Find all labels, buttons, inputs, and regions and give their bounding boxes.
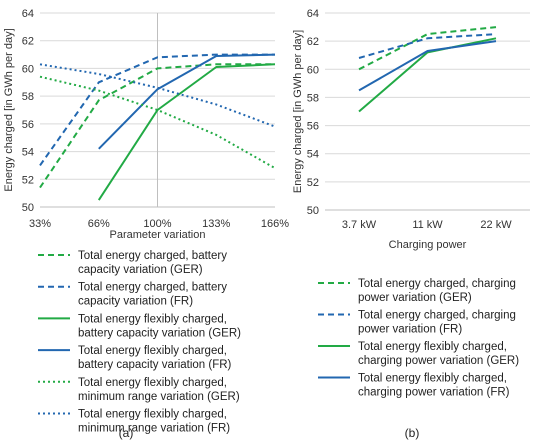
legend: Total energy charged, charging power vari…	[318, 278, 519, 399]
y-tick-label: 56	[22, 119, 34, 131]
chart-panel-a: 50 52 54 56 58 60 62 64 33% 66% 100% 133% 166% Parame…	[3, 8, 289, 440]
series-line	[358, 37, 497, 113]
legend-label: battery capacity variation (FR)	[78, 359, 232, 371]
x-tick-label: 166%	[261, 218, 289, 230]
legend-label: charging power variation (GER)	[358, 355, 519, 367]
y-tick-label: 58	[22, 91, 34, 103]
x-tick-label: 133%	[202, 218, 230, 230]
legend-label: Total energy charged, battery	[78, 282, 227, 294]
legend-label: Total energy flexibly charged,	[358, 373, 507, 385]
legend-label: Total energy charged, charging	[358, 310, 516, 322]
legend: Total energy charged, battery capacity va…	[38, 250, 241, 435]
legend-label: battery capacity variation (GER)	[78, 327, 241, 339]
y-axis-label: Energy charged [in GWh per day]	[3, 28, 15, 191]
panel-label: (b)	[405, 426, 420, 440]
legend-label: capacity variation (FR)	[78, 296, 193, 308]
legend-label: Total energy flexibly charged,	[78, 313, 227, 325]
y-tick-label: 62	[307, 36, 319, 48]
y-tick-label: 60	[22, 63, 34, 75]
x-tick-label: 100%	[143, 218, 171, 230]
y-tick-label: 64	[22, 8, 34, 20]
legend-label: Total energy flexibly charged,	[358, 341, 507, 353]
y-tick-label: 64	[307, 8, 319, 20]
legend-label: Total energy charged, battery	[78, 250, 227, 262]
x-axis-label: Charging power	[389, 239, 467, 251]
y-tick-label: 60	[307, 64, 319, 76]
y-tick-label: 50	[22, 202, 34, 214]
chart-panel-b: 50 52 54 56 58 60 62 64 3.7 kW 11 kW 22 kW Charging…	[292, 8, 530, 440]
series-line	[39, 63, 276, 128]
legend-label: power variation (GER)	[358, 292, 472, 304]
x-tick-label: 22 kW	[480, 219, 512, 231]
legend-label: Total energy charged, charging	[358, 278, 516, 290]
x-tick-label: 11 kW	[412, 219, 443, 231]
y-tick-label: 56	[307, 121, 319, 133]
series-line	[358, 26, 497, 71]
legend-label: minimum range variation (GER)	[78, 391, 240, 403]
y-tick-label: 50	[307, 205, 319, 217]
legend-label: Total energy flexibly charged,	[78, 409, 227, 421]
x-tick-label: 33%	[29, 218, 51, 230]
series-line	[97, 63, 276, 201]
legend-label: Total energy flexibly charged,	[78, 377, 227, 389]
legend-label: power variation (FR)	[358, 324, 462, 336]
series-line	[39, 63, 275, 189]
legend-label: minimum range variation (FR)	[78, 423, 230, 435]
series-line	[39, 75, 276, 170]
series-line	[358, 33, 497, 59]
series-line	[98, 53, 276, 150]
y-tick-label: 52	[307, 177, 319, 189]
x-tick-label: 3.7 kW	[342, 219, 377, 231]
series-line	[358, 40, 497, 92]
legend-label: charging power variation (FR)	[358, 387, 510, 399]
legend-label: capacity variation (GER)	[78, 264, 203, 276]
x-axis-label: Parameter variation	[110, 229, 206, 241]
y-tick-label: 58	[307, 92, 319, 104]
legend-label: Total energy flexibly charged,	[78, 345, 227, 357]
panel-label: (a)	[119, 426, 134, 440]
y-tick-label: 54	[307, 149, 319, 161]
y-tick-label: 62	[22, 36, 34, 48]
y-tick-label: 54	[22, 147, 34, 159]
y-axis-label: Energy charged [in GWh per day]	[292, 30, 304, 193]
x-tick-label: 66%	[88, 218, 110, 230]
y-tick-label: 52	[22, 174, 34, 186]
